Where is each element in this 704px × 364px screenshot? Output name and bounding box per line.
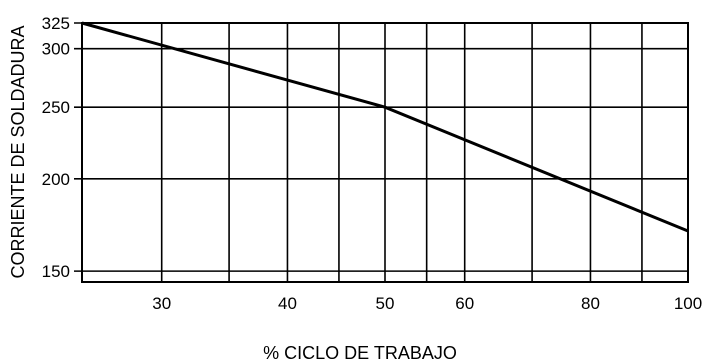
y-tick-label: 200 bbox=[42, 170, 70, 189]
y-tick-label: 250 bbox=[42, 98, 70, 117]
y-tick-label: 300 bbox=[42, 40, 70, 59]
y-axis-title: CORRIENTE DE SOLDADURA bbox=[8, 25, 28, 278]
x-gridlines bbox=[160, 23, 689, 282]
x-axis-title: % CICLO DE TRABAJO bbox=[263, 343, 457, 363]
x-tick-label: 30 bbox=[152, 294, 171, 313]
x-tick-label: 50 bbox=[376, 294, 395, 313]
y-tick-label: 325 bbox=[42, 14, 70, 33]
series-line bbox=[81, 21, 689, 233]
x-tick-label: 80 bbox=[581, 294, 600, 313]
plot-frame bbox=[81, 22, 689, 283]
x-tick-label: 60 bbox=[455, 294, 474, 313]
y-tick-labels: 150 200 250 300 325 bbox=[42, 14, 70, 281]
series-group bbox=[81, 21, 689, 233]
x-tick-labels: 30 40 50 60 80 100 bbox=[152, 294, 702, 313]
y-gridlines bbox=[74, 22, 688, 272]
y-tick-label: 150 bbox=[42, 262, 70, 281]
x-tick-label: 100 bbox=[674, 294, 702, 313]
x-tick-label: 40 bbox=[278, 294, 297, 313]
